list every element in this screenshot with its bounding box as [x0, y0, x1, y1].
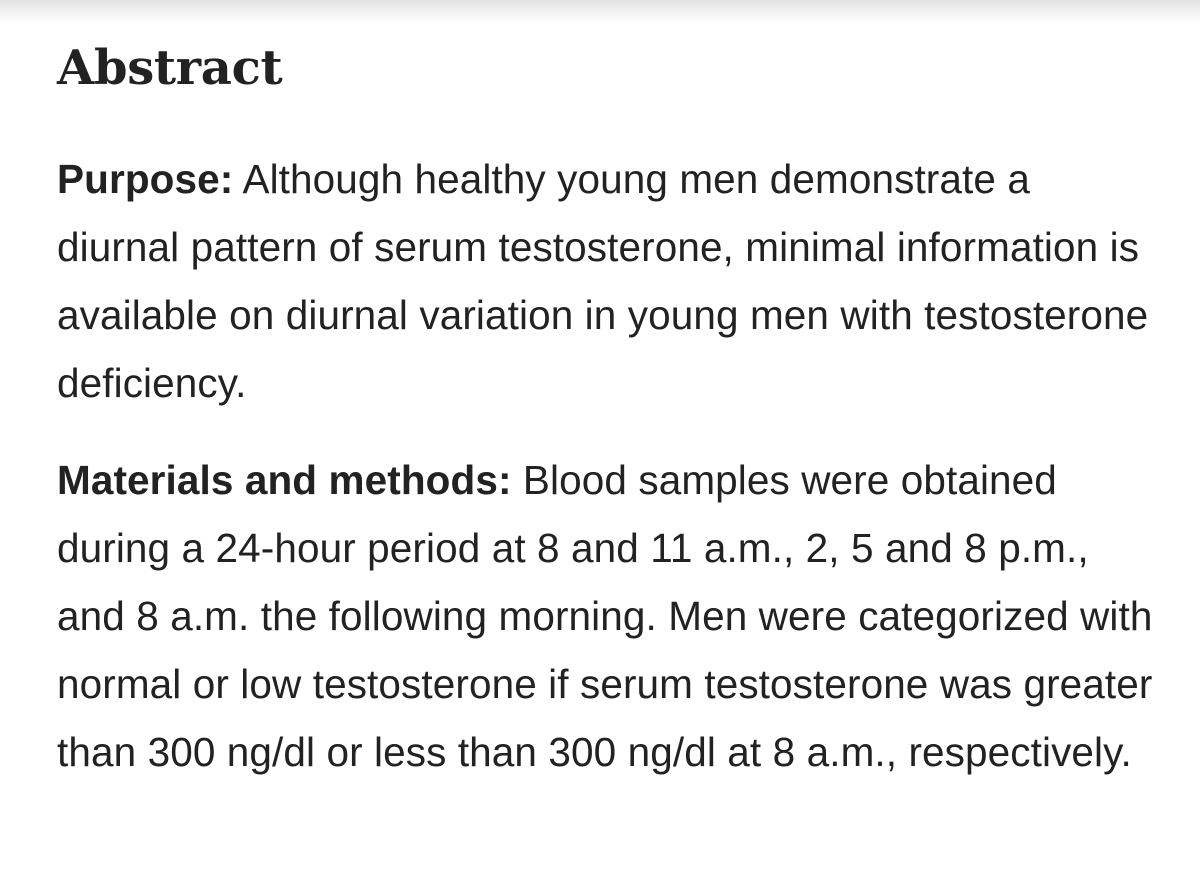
purpose-label: Purpose:	[57, 156, 234, 202]
purpose-paragraph: Purpose: Although healthy young men demo…	[57, 145, 1157, 417]
top-bar-shadow	[0, 0, 1200, 24]
methods-paragraph: Materials and methods: Blood samples wer…	[57, 446, 1157, 786]
methods-label: Materials and methods:	[57, 457, 512, 503]
methods-text: Blood samples were obtained during a 24-…	[57, 457, 1153, 775]
abstract-section: Abstract Purpose: Although healthy young…	[57, 38, 1157, 786]
purpose-text: Although healthy young men demonstrate a…	[57, 156, 1149, 406]
abstract-heading: Abstract	[57, 40, 283, 96]
